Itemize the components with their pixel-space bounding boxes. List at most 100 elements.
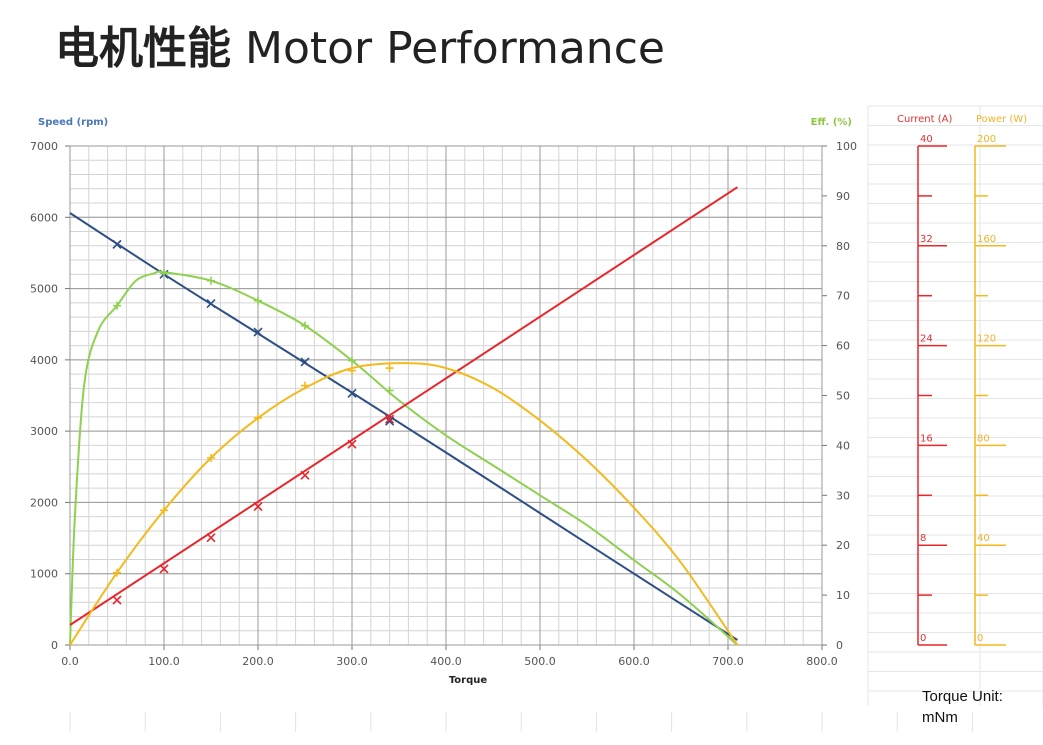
torque-unit-note: Torque Unit: mNm [922,686,1003,728]
plus-marker [385,386,394,395]
data-point-current [253,501,263,512]
y-right-tick-label: 50 [836,390,850,403]
data-point-speed [253,327,263,337]
plus-marker [348,356,356,365]
y-left-axis-title: Speed (rpm) [38,117,108,128]
data-point-efficiency [348,356,356,365]
plus-marker [301,321,309,330]
data-point-power [207,453,215,462]
plus-marker [113,568,121,577]
x-axis-title: Torque [449,675,488,686]
y-right-tick-label: 0 [836,639,843,652]
x-marker [347,388,357,398]
data-point-power [113,568,121,577]
x-tick-label: 400.0 [430,655,462,668]
x-marker [206,298,216,309]
x-tick-label: 700.0 [712,655,744,668]
data-point-efficiency [160,269,168,278]
power-scale-label: 40 [977,533,990,544]
plus-marker [301,381,309,390]
power-scale-label: 0 [977,633,983,644]
y-left-tick-label: 2000 [30,496,58,509]
plus-marker [207,453,215,462]
data-point-efficiency [207,276,215,285]
y-right-tick-label: 10 [836,589,850,602]
x-tick-label: 100.0 [148,655,180,668]
page-title-chinese: 电机性能 [55,23,231,74]
x-tick-label: 600.0 [618,655,650,668]
power-scale-label: 200 [977,134,996,145]
y-right-tick-label: 20 [836,539,850,552]
x-tick-label: 300.0 [336,655,368,668]
x-marker [300,470,310,480]
data-point-efficiency [385,386,394,395]
data-point-current [206,533,216,543]
x-tick-label: 0.0 [61,655,79,668]
data-point-current [159,564,169,574]
series-line-efficiency [69,270,739,646]
y-right-tick-label: 70 [836,290,850,303]
current-scale-label: 40 [920,134,933,145]
series-line-speed [69,212,738,641]
y-left-tick-label: 5000 [30,283,58,296]
current-scale-label: 24 [920,334,933,345]
plus-marker [113,301,121,310]
x-marker [253,327,263,337]
x-marker [159,564,169,574]
x-tick-label: 500.0 [524,655,556,668]
data-point-current [385,414,395,424]
data-point-efficiency [254,296,262,305]
x-marker [253,501,263,512]
power-scale-title: Power (W) [976,114,1027,125]
data-point-efficiency [113,301,121,310]
power-scale-label: 120 [977,334,996,345]
y-right-axis-title: Eff. (%) [811,117,852,128]
y-right-tick-label: 30 [836,489,850,502]
current-scale-label: 16 [920,433,933,444]
data-point-power [348,366,356,375]
plus-marker [385,364,394,373]
x-marker [112,595,122,605]
y-right-tick-label: 90 [836,190,850,203]
data-point-power [301,381,309,390]
y-right-tick-label: 40 [836,439,850,452]
x-marker [385,414,395,424]
y-right-tick-label: 80 [836,240,850,253]
series-line-power [69,362,739,646]
y-left-tick-label: 6000 [30,211,58,224]
current-scale-label: 0 [920,633,926,644]
data-point-current [347,439,357,449]
page-title: 电机性能 Motor Performance [55,12,665,76]
plus-marker [348,366,356,375]
data-point-speed [300,357,310,367]
data-point-speed [385,416,395,426]
power-scale-label: 80 [977,433,990,444]
data-point-power [160,506,168,515]
y-left-tick-label: 1000 [30,568,58,581]
y-right-tick-label: 100 [836,140,857,153]
current-scale-label: 8 [920,533,926,544]
x-tick-label: 800.0 [806,655,838,668]
plus-marker [254,296,262,305]
torque-unit-value: mNm [922,709,958,726]
plus-marker [207,276,215,285]
x-marker [112,239,122,249]
current-scale-title: Current (A) [897,114,952,125]
torque-unit-label: Torque Unit: [922,688,1003,705]
x-tick-label: 200.0 [242,655,274,668]
x-marker [300,357,310,367]
plus-marker [160,269,168,278]
x-marker [206,533,216,543]
series-line-current [69,186,738,626]
x-marker [385,416,395,426]
power-scale-label: 160 [977,234,996,245]
current-scale-label: 32 [920,234,933,245]
data-point-speed [112,239,122,249]
data-point-power [254,413,262,422]
data-point-current [300,470,310,480]
page-title-english: Motor Performance [245,23,665,74]
data-point-speed [206,298,216,309]
y-left-tick-label: 3000 [30,425,58,438]
y-right-tick-label: 60 [836,340,850,353]
